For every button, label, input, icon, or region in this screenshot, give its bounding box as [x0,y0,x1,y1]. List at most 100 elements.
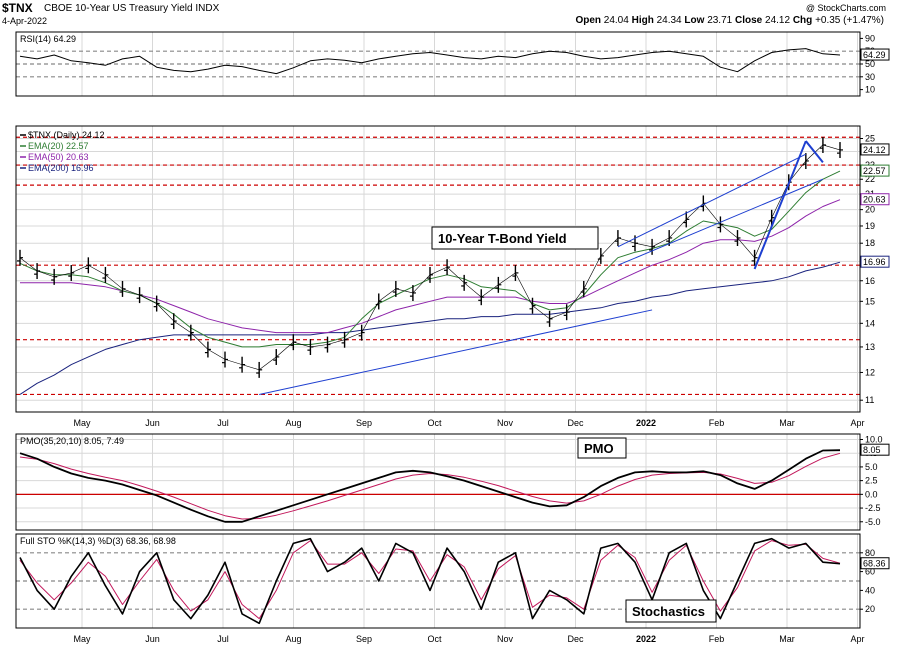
sto-ytick-label: 20 [865,604,875,614]
close-value: 24.12 [765,15,791,26]
sto-ytick-label: 80 [865,548,875,558]
sto-d-line [19,540,841,620]
price-x-tick-label: Feb [709,418,725,428]
price-ytick-label: 19 [865,221,875,231]
rsi-ytick-label: 50 [865,59,875,69]
price-series-tnx [19,144,841,371]
price-value-label: 20.63 [863,195,886,205]
price-trend-line [617,178,824,266]
rsi-ytick-label: 10 [865,85,875,95]
price-value-label-box [860,164,890,177]
pmo-line [19,449,841,523]
sto-title-box [625,599,717,623]
low-value: 23.71 [707,15,733,26]
rsi-ytick-label: 90 [865,33,875,43]
sto-frame [15,533,861,629]
sto-x-tick-label: Oct [427,634,442,644]
pmo-ytick-label: 0.0 [865,489,878,499]
ticker-name: CBOE 10-Year US Treasury Yield INDX [44,3,220,14]
sto-x-tick-label: Aug [285,634,301,644]
rsi-legend: RSI(14) 64.29 [20,34,76,44]
price-ytick-label: 25 [865,134,875,144]
price-title-box [431,226,599,250]
sto-title: Stochastics [632,604,705,619]
price-ytick-label: 22 [865,174,875,184]
price-ytick-label: 16 [865,276,875,286]
price-trend-line [753,140,807,270]
sto-x-tick-label: Jul [217,634,229,644]
rsi-value-label-box [860,48,890,61]
quote-date: 4-Apr-2022 [2,16,48,26]
pmo-title-box [577,437,627,459]
price-series-ema-200- [19,261,841,395]
chg-value: +0.35 (+1.47%) [815,15,884,26]
sto-value-label-box [860,557,890,570]
ticker-symbol: $TNX [2,1,33,15]
price-legend-entry: EMA(200) 16.96 [28,163,94,173]
sto-x-tick-label: Mar [779,634,795,644]
price-legend-entry: EMA(20) 22.57 [28,141,89,151]
pmo-ytick-label: 2.5 [865,476,878,486]
open-label: Open [575,15,601,26]
chg-label: Chg [792,15,813,26]
price-x-tick-label: Sep [356,418,372,428]
sto-x-tick-label: Nov [497,634,514,644]
sto-value-label: 68.36 [863,559,886,569]
price-ytick-label: 18 [865,238,875,248]
sto-ytick-label: 40 [865,585,875,595]
price-title: 10-Year T-Bond Yield [438,231,567,246]
sto-x-tick-label: Feb [709,634,725,644]
price-value-label-box [860,193,890,206]
rsi-value-label: 64.29 [863,50,886,60]
price-x-tick-label: May [73,418,91,428]
sto-x-tick-label: Sep [356,634,372,644]
price-ytick-label: 11 [865,395,874,405]
price-value-label: 22.57 [863,166,886,176]
copyright: @ StockCharts.com [805,3,886,13]
rsi-line [19,48,841,75]
price-x-tick-label: Dec [567,418,584,428]
price-ytick-label: 14 [865,318,875,328]
sto-x-tick-label: Dec [567,634,584,644]
sto-x-tick-label: 2022 [636,634,656,644]
pmo-ytick-label: -5.0 [865,517,881,527]
sto-x-tick-label: Jun [145,634,160,644]
rsi-ytick-label: 30 [865,72,875,82]
pmo-legend: PMO(35,20,10) 8.05, 7.49 [20,436,124,446]
price-trend-line [617,153,807,248]
high-value: 24.34 [656,15,682,26]
price-ytick-label: 12 [865,367,875,377]
price-x-tick-label: Mar [779,418,795,428]
pmo-value-label-box [860,443,890,456]
price-value-label: 24.12 [863,145,886,155]
price-x-tick-label: Oct [427,418,442,428]
low-label: Low [684,15,705,26]
price-x-tick-label: Jun [145,418,160,428]
price-x-tick-label: Apr [850,418,864,428]
price-trend-line [805,140,824,163]
price-legend-entry: EMA(50) 20.63 [28,152,89,162]
open-value: 24.04 [603,15,629,26]
price-x-tick-label: Jul [217,418,229,428]
quote-summary: Open 24.04 High 24.34 Low 23.71 Close 24… [575,15,884,26]
high-label: High [631,15,654,26]
sto-x-tick-label: Apr [850,634,864,644]
price-x-tick-label: Nov [497,418,514,428]
pmo-title: PMO [584,441,614,456]
pmo-ytick-label: 10.0 [865,434,883,444]
price-value-label-box [860,255,890,268]
price-legend-entry: $TNX (Daily) 24.12 [28,130,105,140]
price-trend-line [259,309,653,395]
price-ytick-label: 13 [865,342,875,352]
pmo-signal-line [19,452,841,520]
pmo-ytick-label: -2.5 [865,503,881,513]
price-ytick-label: 20 [865,205,875,215]
sto-k-line [19,537,841,625]
sto-x-tick-label: May [73,634,91,644]
sto-legend: Full STO %K(14,3) %D(3) 68.36, 68.98 [20,536,176,546]
pmo-ytick-label: 5.0 [865,462,878,472]
price-value-label: 16.96 [863,257,886,267]
rsi-frame [15,31,861,97]
pmo-frame [15,433,861,531]
price-frame [15,125,861,413]
